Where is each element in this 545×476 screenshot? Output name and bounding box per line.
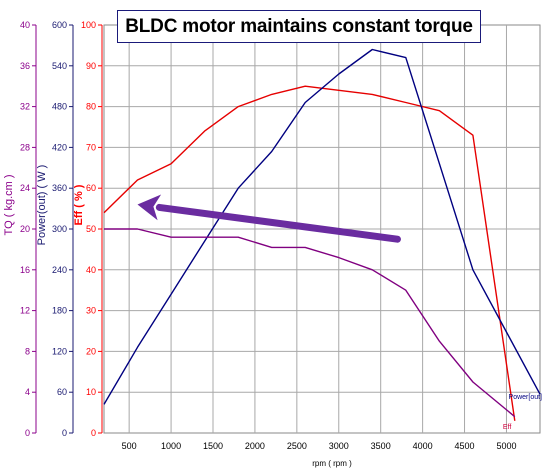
y-tick-label: 420	[52, 142, 67, 152]
y-tick-label: 4	[25, 387, 30, 397]
y-tick-label: 32	[20, 102, 30, 112]
x-tick-label: 5000	[496, 441, 516, 451]
y-tick-label: 0	[62, 428, 67, 438]
x-tick-label: 1500	[203, 441, 223, 451]
y-tick-label: 0	[25, 428, 30, 438]
y-axis-title: Power(out) ( W )	[36, 165, 48, 246]
series-line	[104, 228, 516, 418]
y-tick-label: 28	[20, 142, 30, 152]
y-tick-label: 50	[86, 224, 96, 234]
y-tick-label: 180	[52, 306, 67, 316]
y-tick-label: 90	[86, 61, 96, 71]
y-tick-label: 12	[20, 306, 30, 316]
series-end-label: Power[out]	[509, 394, 543, 401]
arrow-shaft	[155, 203, 401, 243]
y-tick-label: 600	[52, 20, 67, 30]
y-tick-label: 24	[20, 183, 30, 193]
series-lines	[103, 48, 541, 421]
series-labels: Eff Power[out]	[503, 394, 542, 431]
x-tick-label: 2500	[287, 441, 307, 451]
x-tick-label: 1000	[161, 441, 181, 451]
x-tick-label: 3000	[329, 441, 349, 451]
y-tick-label: 80	[86, 102, 96, 112]
y-tick-label: 70	[86, 142, 96, 152]
y-tick-label: 60	[86, 183, 96, 193]
x-tick-label: 500	[122, 441, 137, 451]
y-tick-label: 16	[20, 265, 30, 275]
y-tick-label: 480	[52, 102, 67, 112]
y-tick-label: 240	[52, 265, 67, 275]
y-tick-label: 40	[86, 265, 96, 275]
annotation-arrow	[137, 194, 401, 243]
axes: 500 1000 1500 2000 2500 3000 3500 4000 4500 5000r…	[3, 20, 516, 468]
series-line	[103, 85, 516, 421]
y-tick-label: 360	[52, 183, 67, 193]
series-line	[103, 48, 541, 405]
y-tick-label: 540	[52, 61, 67, 71]
y-tick-label: 120	[52, 346, 67, 356]
x-tick-label: 3500	[371, 441, 391, 451]
x-tick-label: 4500	[455, 441, 475, 451]
y-tick-label: 20	[86, 346, 96, 356]
y-tick-label: 40	[20, 20, 30, 30]
y-tick-label: 100	[81, 20, 96, 30]
chart-title: BLDC motor maintains constant torque	[117, 10, 481, 43]
y-tick-label: 36	[20, 61, 30, 71]
y-tick-label: 8	[25, 346, 30, 356]
x-tick-label: 2000	[245, 441, 265, 451]
arrow-head	[137, 194, 162, 221]
x-axis-label: rpm ( rpm )	[312, 459, 352, 468]
y-tick-label: 0	[91, 428, 96, 438]
y-tick-label: 60	[57, 387, 67, 397]
y-tick-label: 300	[52, 224, 67, 234]
y-axis-title: Eff ( % )	[73, 184, 85, 225]
series-end-label: Eff	[503, 424, 511, 431]
y-axis-title: TQ ( kg.cm )	[3, 174, 15, 235]
y-tick-label: 20	[20, 224, 30, 234]
x-tick-label: 4000	[413, 441, 433, 451]
y-tick-label: 10	[86, 387, 96, 397]
y-tick-label: 30	[86, 306, 96, 316]
